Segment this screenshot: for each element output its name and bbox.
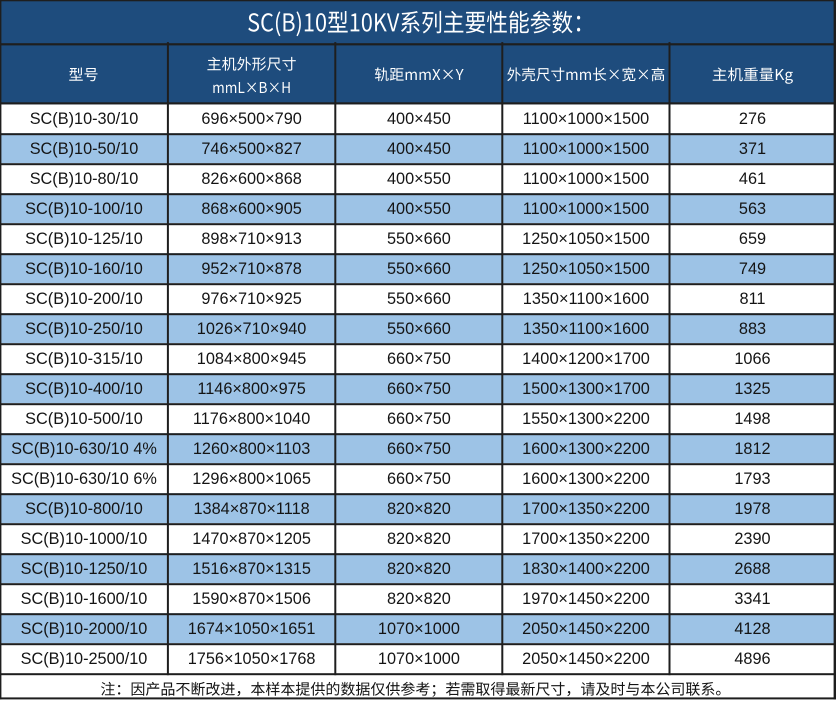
svg-text:400×450: 400×450 (387, 110, 451, 128)
svg-text:1296×800×1065: 1296×800×1065 (192, 470, 311, 488)
svg-text:SC(B)10-315/10: SC(B)10-315/10 (25, 350, 143, 368)
svg-text:976×710×925: 976×710×925 (201, 290, 302, 308)
svg-text:2390: 2390 (734, 530, 770, 548)
svg-text:400×450: 400×450 (387, 140, 451, 158)
svg-text:820×820: 820×820 (387, 560, 451, 578)
svg-text:1100×1000×1500: 1100×1000×1500 (523, 170, 649, 188)
svg-text:746×500×827: 746×500×827 (201, 140, 302, 158)
svg-text:811: 811 (740, 290, 766, 308)
svg-text:2050×1450×2200: 2050×1450×2200 (522, 620, 650, 638)
svg-text:SC(B)10-80/10: SC(B)10-80/10 (30, 170, 139, 188)
svg-text:1516×870×1315: 1516×870×1315 (192, 560, 311, 578)
svg-text:1550×1300×2200: 1550×1300×2200 (522, 410, 650, 428)
svg-text:1146×800×975: 1146×800×975 (197, 380, 305, 398)
svg-text:SC(B)10-2500/10: SC(B)10-2500/10 (21, 650, 148, 668)
svg-text:550×660: 550×660 (387, 320, 451, 338)
svg-text:1830×1400×2200: 1830×1400×2200 (522, 560, 650, 578)
svg-text:563: 563 (739, 200, 766, 218)
svg-text:868×600×905: 868×600×905 (201, 200, 302, 218)
svg-text:SC(B)10-500/10: SC(B)10-500/10 (25, 410, 143, 428)
svg-text:SC(B)10-400/10: SC(B)10-400/10 (25, 380, 143, 398)
svg-text:660×750: 660×750 (387, 470, 451, 488)
svg-text:1970×1450×2200: 1970×1450×2200 (522, 590, 650, 608)
svg-text:1084×800×945: 1084×800×945 (197, 350, 307, 368)
svg-text:SC(B)10-30/10: SC(B)10-30/10 (30, 110, 139, 128)
svg-text:1700×1350×2200: 1700×1350×2200 (522, 530, 650, 548)
svg-text:1250×1050×1500: 1250×1050×1500 (522, 260, 650, 278)
svg-text:SC(B)10-50/10: SC(B)10-50/10 (30, 140, 139, 158)
svg-text:SC(B)10-1000/10: SC(B)10-1000/10 (21, 530, 148, 548)
svg-text:1400×1200×1700: 1400×1200×1700 (522, 350, 650, 368)
svg-text:SC(B)10-630/10 4%: SC(B)10-630/10 4% (11, 440, 157, 458)
svg-text:1700×1350×2200: 1700×1350×2200 (522, 500, 650, 518)
svg-text:1176×800×1040: 1176×800×1040 (193, 410, 310, 428)
svg-text:1384×870×1118: 1384×870×1118 (193, 500, 309, 518)
svg-text:550×660: 550×660 (387, 260, 451, 278)
svg-text:SC(B)10-2000/10: SC(B)10-2000/10 (21, 620, 148, 638)
svg-text:1600×1300×2200: 1600×1300×2200 (522, 440, 650, 458)
svg-text:820×820: 820×820 (387, 590, 451, 608)
svg-text:660×750: 660×750 (387, 350, 451, 368)
svg-text:1498: 1498 (734, 410, 770, 428)
svg-text:1500×1300×1700: 1500×1300×1700 (522, 380, 650, 398)
svg-text:1325: 1325 (734, 380, 770, 398)
svg-text:826×600×868: 826×600×868 (201, 170, 302, 188)
svg-text:550×660: 550×660 (387, 290, 451, 308)
svg-text:4896: 4896 (734, 650, 770, 668)
svg-text:696×500×790: 696×500×790 (201, 110, 302, 128)
svg-text:1350×1100×1600: 1350×1100×1600 (523, 290, 649, 308)
svg-text:400×550: 400×550 (387, 170, 451, 188)
svg-text:898×710×913: 898×710×913 (201, 230, 302, 248)
svg-text:1026×710×940: 1026×710×940 (197, 320, 307, 338)
svg-text:1100×1000×1500: 1100×1000×1500 (523, 110, 649, 128)
svg-text:SC(B)10-630/10 6%: SC(B)10-630/10 6% (11, 470, 157, 488)
svg-text:1350×1100×1600: 1350×1100×1600 (523, 320, 649, 338)
svg-text:1250×1050×1500: 1250×1050×1500 (522, 230, 650, 248)
svg-text:1793: 1793 (734, 470, 770, 488)
svg-text:1590×870×1506: 1590×870×1506 (192, 590, 311, 608)
svg-text:1070×1000: 1070×1000 (378, 620, 460, 638)
svg-text:SC(B)10-800/10: SC(B)10-800/10 (25, 500, 143, 518)
svg-text:1812: 1812 (734, 440, 770, 458)
svg-text:1066: 1066 (734, 350, 770, 368)
svg-text:1100×1000×1500: 1100×1000×1500 (523, 200, 649, 218)
svg-text:1978: 1978 (734, 500, 770, 518)
svg-text:400×550: 400×550 (387, 200, 451, 218)
svg-text:1260×800×1103: 1260×800×1103 (193, 440, 310, 458)
svg-text:371: 371 (739, 140, 766, 158)
svg-text:1756×1050×1768: 1756×1050×1768 (188, 650, 316, 668)
svg-text:952×710×878: 952×710×878 (201, 260, 302, 278)
svg-text:461: 461 (739, 170, 766, 188)
svg-text:660×750: 660×750 (387, 440, 451, 458)
svg-text:660×750: 660×750 (387, 380, 451, 398)
svg-text:1600×1300×2200: 1600×1300×2200 (522, 470, 650, 488)
svg-text:1070×1000: 1070×1000 (378, 650, 460, 668)
svg-text:SC(B)10-250/10: SC(B)10-250/10 (25, 320, 143, 338)
svg-text:276: 276 (739, 110, 766, 128)
svg-text:1100×1000×1500: 1100×1000×1500 (523, 140, 649, 158)
svg-text:SC(B)10-1600/10: SC(B)10-1600/10 (21, 590, 148, 608)
svg-text:4128: 4128 (734, 620, 770, 638)
svg-text:SC(B)10-100/10: SC(B)10-100/10 (25, 200, 143, 218)
svg-text:550×660: 550×660 (387, 230, 451, 248)
svg-text:820×820: 820×820 (387, 530, 451, 548)
svg-text:3341: 3341 (734, 590, 770, 608)
svg-text:660×750: 660×750 (387, 410, 451, 428)
svg-text:883: 883 (739, 320, 766, 338)
svg-text:749: 749 (739, 260, 766, 278)
svg-text:SC(B)10-200/10: SC(B)10-200/10 (25, 290, 143, 308)
svg-text:820×820: 820×820 (387, 500, 451, 518)
svg-text:SC(B)10-125/10: SC(B)10-125/10 (25, 230, 143, 248)
svg-text:SC(B)10-1250/10: SC(B)10-1250/10 (21, 560, 148, 578)
svg-text:SC(B)10-160/10: SC(B)10-160/10 (25, 260, 143, 278)
svg-text:659: 659 (739, 230, 766, 248)
svg-text:2688: 2688 (734, 560, 770, 578)
svg-text:1674×1050×1651: 1674×1050×1651 (188, 620, 316, 638)
svg-text:2050×1450×2200: 2050×1450×2200 (522, 650, 650, 668)
svg-text:1470×870×1205: 1470×870×1205 (192, 530, 311, 548)
